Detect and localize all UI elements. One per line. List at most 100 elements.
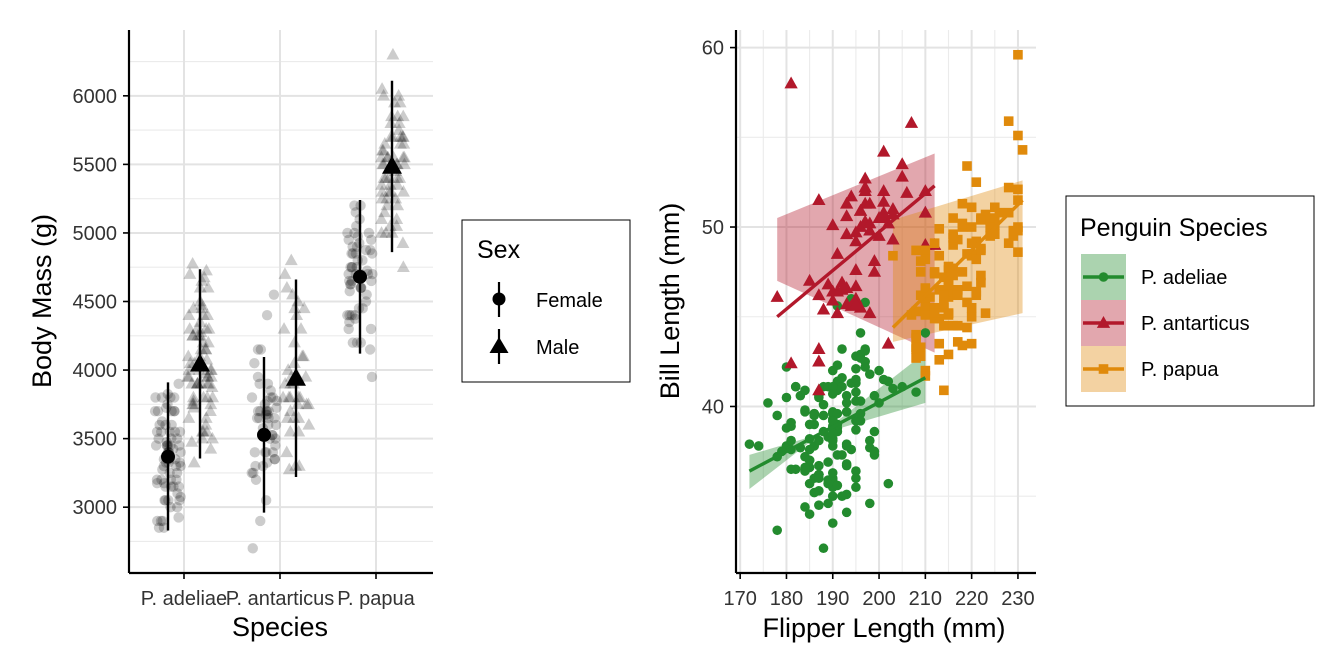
data-point-male (201, 335, 215, 348)
data-point-male (294, 322, 308, 334)
data-point-papua (966, 302, 977, 313)
data-point-adeliae (827, 491, 838, 501)
data-point-male (183, 322, 197, 334)
grid-lines (129, 30, 433, 573)
data-point-papua (957, 267, 968, 277)
data-point-male (199, 263, 213, 276)
data-point-female (269, 412, 280, 424)
data-point-female (252, 405, 264, 417)
data-point-adeliae (823, 498, 833, 509)
data-point-antarticus (849, 225, 863, 238)
data-point-antarticus (853, 203, 868, 216)
legend-label-female: Female (536, 290, 603, 312)
data-point-male (396, 150, 410, 163)
data-point-female (346, 262, 358, 273)
data-point-antarticus (839, 196, 854, 209)
data-point-female (158, 522, 170, 533)
data-point-female (260, 495, 272, 506)
data-point-adeliae (823, 478, 833, 489)
data-point-papua (994, 207, 1005, 218)
data-point-male (377, 89, 391, 101)
data-point-female (360, 244, 372, 256)
data-point-antarticus (821, 277, 835, 290)
y-tick-label: 4000 (73, 360, 118, 382)
mean-point-female (161, 449, 175, 464)
data-point-male (379, 226, 393, 238)
data-point-male (280, 280, 294, 293)
data-point-adeliae (869, 446, 880, 457)
data-point-male (203, 404, 217, 416)
data-point-female (270, 433, 281, 444)
data-point-adeliae (753, 441, 764, 451)
data-point-papua (957, 218, 968, 229)
data-point-papua (985, 222, 995, 232)
data-point-female (343, 268, 354, 280)
data-point-adeliae (814, 435, 824, 446)
data-point-male (291, 397, 305, 410)
data-point-antarticus (900, 185, 914, 198)
data-point-female (366, 371, 378, 383)
data-point-adeliae (818, 410, 829, 421)
data-point-female (365, 234, 377, 245)
data-point-female (155, 426, 167, 437)
data-point-adeliae (804, 509, 815, 519)
x-tick-label: 200 (862, 588, 895, 610)
data-point-adeliae (804, 478, 815, 489)
data-point-antarticus (830, 246, 845, 259)
data-point-adeliae (800, 462, 810, 473)
data-point-male (375, 178, 389, 190)
mean-point-male (190, 353, 210, 372)
data-point-papua (911, 333, 921, 344)
data-point-antarticus (877, 194, 891, 207)
data-point-adeliae (855, 416, 866, 426)
data-point-antarticus (858, 180, 872, 193)
data-point-female (171, 467, 183, 479)
data-point-male (183, 356, 197, 368)
x-tick-label: P. antarticus (226, 588, 335, 610)
data-point-papua (920, 371, 931, 381)
data-point-adeliae (823, 457, 833, 467)
legend-marker-antarticus (1096, 316, 1111, 328)
data-point-male (396, 130, 410, 142)
x-tick-label: P. papua (337, 588, 415, 610)
data-point-papua (911, 342, 921, 353)
data-point-male (182, 370, 196, 382)
data-point-male (185, 376, 199, 389)
data-point-papua (915, 267, 926, 277)
data-point-female (156, 416, 168, 427)
data-point-female (365, 244, 376, 256)
data-point-antarticus (849, 263, 863, 275)
data-point-male (280, 411, 294, 423)
data-point-adeliae (911, 387, 921, 397)
data-point-adeliae (814, 460, 824, 471)
data-point-antarticus (844, 189, 858, 202)
data-point-papua (920, 297, 931, 308)
data-point-antarticus (839, 209, 854, 222)
data-point-adeliae (786, 464, 796, 475)
data-point-papua (920, 283, 931, 293)
data-point-papua (920, 302, 931, 313)
data-point-adeliae (772, 525, 783, 536)
y-tick-label: 3500 (73, 429, 118, 451)
data-point-adeliae (869, 426, 880, 437)
data-point-adeliae (883, 478, 894, 489)
x-axis-title: Species (232, 612, 328, 642)
data-point-adeliae (837, 344, 847, 354)
data-point-papua (985, 215, 995, 225)
data-point-papua (948, 240, 958, 250)
data-point-adeliae (744, 439, 755, 449)
data-point-papua (962, 297, 972, 308)
data-point-adeliae (832, 360, 843, 371)
data-point-male (276, 390, 290, 403)
data-point-papua (952, 290, 963, 301)
data-point-papua (952, 320, 963, 331)
data-point-female (356, 282, 367, 293)
data-point-papua (966, 202, 977, 213)
data-point-female (270, 419, 282, 431)
data-point-male (375, 150, 388, 163)
data-point-male (295, 349, 309, 362)
data-point-male (183, 267, 197, 279)
data-point-papua (971, 177, 982, 187)
data-point-adeliae (837, 450, 847, 460)
